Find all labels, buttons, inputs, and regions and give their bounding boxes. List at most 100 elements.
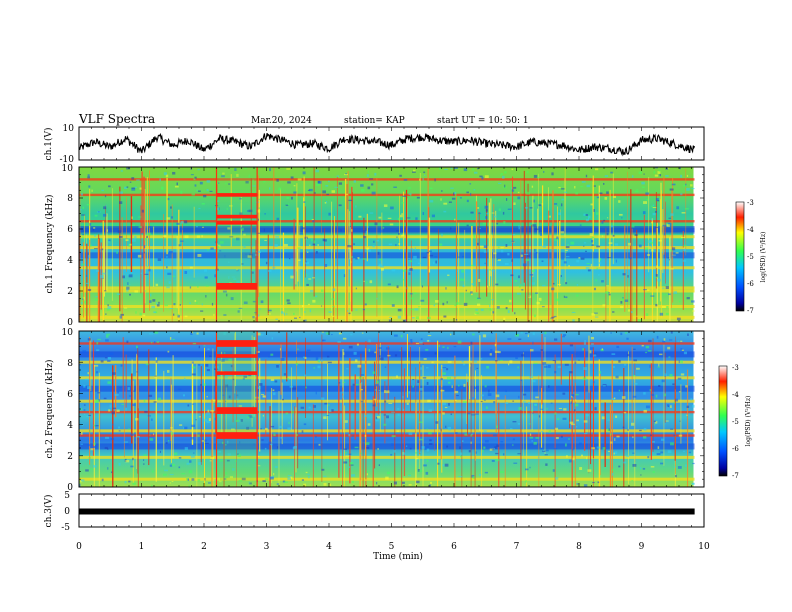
speckle — [348, 453, 352, 455]
speckle — [274, 466, 278, 468]
speckle — [206, 420, 211, 424]
speckle — [224, 376, 228, 379]
speckle — [536, 176, 540, 179]
speckle — [391, 411, 396, 413]
speckle — [572, 457, 575, 461]
speckle — [677, 377, 682, 380]
speckle — [237, 310, 240, 313]
speckle — [502, 453, 505, 456]
xtick-6: 6 — [451, 542, 457, 552]
speckle — [167, 440, 170, 442]
speckle — [166, 370, 170, 373]
speckle — [248, 481, 250, 485]
speckle — [402, 278, 405, 281]
speckle — [182, 394, 186, 397]
speckle — [260, 428, 262, 430]
yellow-band — [79, 235, 695, 239]
speckle — [321, 331, 324, 333]
speckle — [195, 419, 197, 421]
speckle — [496, 444, 500, 448]
speckle — [328, 212, 331, 216]
speckle — [86, 203, 90, 206]
speckle — [215, 207, 219, 211]
speckle — [471, 414, 476, 416]
speckle — [326, 193, 330, 196]
speckle — [224, 254, 226, 258]
speckle — [444, 406, 448, 409]
speckle — [615, 259, 617, 263]
ch1-waveform-ytick-bottom: -10 — [60, 155, 75, 165]
speckle — [657, 171, 661, 174]
speckle — [238, 307, 243, 309]
speckle — [462, 278, 465, 282]
speckle — [391, 304, 395, 307]
speckle — [231, 276, 236, 278]
speckle — [210, 410, 214, 412]
speckle — [534, 228, 539, 231]
speckle — [120, 313, 125, 316]
speckle — [415, 316, 419, 320]
speckle — [525, 258, 530, 262]
speckle — [621, 396, 626, 399]
speckle — [558, 407, 562, 410]
speckle — [245, 180, 249, 184]
speckle — [150, 341, 153, 344]
speckle — [558, 186, 561, 189]
speckle — [163, 172, 167, 176]
speckle — [428, 409, 432, 412]
speckle — [373, 398, 377, 401]
speckle — [630, 311, 633, 314]
speckle — [229, 476, 234, 479]
speckle — [149, 438, 154, 441]
speckle — [678, 391, 681, 393]
speckle — [324, 263, 328, 267]
speckle — [649, 434, 652, 437]
speckle — [545, 449, 549, 452]
speckle — [571, 311, 576, 313]
speckle — [655, 265, 659, 269]
speckle — [155, 283, 159, 287]
speckle — [602, 304, 606, 307]
speckle — [184, 271, 188, 274]
speckle — [171, 480, 174, 483]
speckle — [128, 244, 131, 247]
speckle — [623, 411, 627, 414]
speckle — [543, 170, 545, 173]
speckle — [82, 350, 87, 353]
speckle — [585, 214, 589, 216]
speckle — [360, 188, 365, 192]
speckle — [153, 311, 156, 314]
speckle — [168, 250, 173, 254]
speckle — [419, 451, 422, 453]
speckle — [491, 299, 494, 301]
speckle — [235, 419, 240, 422]
speckle — [527, 334, 529, 338]
speckle — [585, 218, 589, 222]
speckle — [514, 280, 518, 282]
speckle — [419, 341, 423, 344]
speckle — [141, 209, 144, 213]
speckle — [640, 474, 642, 476]
speckle — [391, 268, 396, 272]
speckle — [581, 181, 586, 183]
speckle — [557, 365, 561, 369]
speckle — [119, 201, 123, 205]
speckle — [218, 480, 222, 483]
speckle — [97, 392, 101, 394]
speckle — [376, 482, 378, 485]
speckle — [553, 203, 558, 205]
speckle — [542, 450, 546, 452]
speckle — [532, 224, 537, 227]
speckle — [267, 313, 271, 315]
speckle — [210, 247, 214, 250]
speckle — [89, 223, 92, 226]
speckle — [611, 353, 616, 355]
speckle — [236, 173, 239, 177]
speckle — [642, 436, 647, 439]
speckle — [576, 419, 579, 422]
speckle — [643, 427, 647, 431]
speckle — [634, 190, 639, 193]
speckle — [105, 339, 109, 342]
speckle — [106, 229, 109, 232]
speckle — [304, 374, 307, 377]
